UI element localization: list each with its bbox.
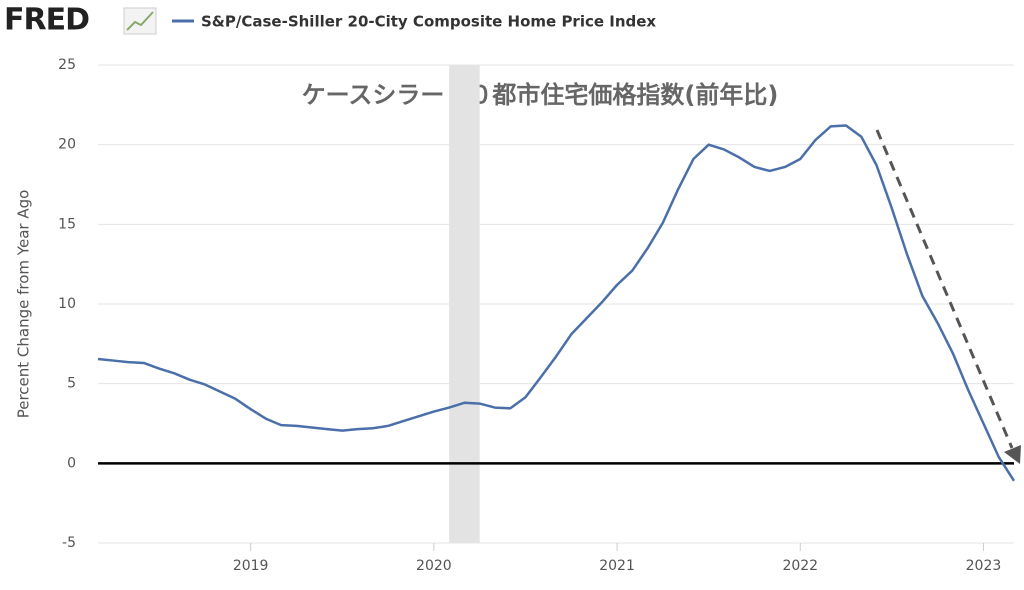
y-tick-label: 10 — [58, 296, 76, 312]
arrow — [875, 129, 1021, 464]
x-tick-label: 2022 — [782, 558, 818, 574]
y-tick-label: 0 — [67, 455, 76, 471]
logo: FRED — [4, 3, 89, 38]
y-tick-label: 5 — [67, 376, 76, 392]
x-tick-label: 2021 — [599, 558, 635, 574]
series-line — [97, 124, 1016, 482]
y-tick-label: 25 — [58, 57, 76, 73]
x-tick-label: 2019 — [233, 558, 269, 574]
y-tick-label: -5 — [62, 535, 76, 551]
x-tick-label: 2023 — [966, 558, 1002, 574]
y-axis-label: Percent Change from Year Ago — [15, 190, 33, 419]
annotation: ケースシラー２０都市住宅価格指数(前年比) — [302, 81, 779, 109]
plot-layer: -5 0 5 10 15 20 25 2019 2020 2021 2022 2023 — [58, 57, 1016, 574]
legend-label: S&P/Case-Shiller 20-City Composite Home … — [201, 13, 656, 31]
y-tick-label: 15 — [58, 216, 76, 232]
y-tick-label: 20 — [58, 137, 76, 153]
logo-icon — [123, 7, 157, 35]
x-tick-label: 2020 — [416, 558, 452, 574]
